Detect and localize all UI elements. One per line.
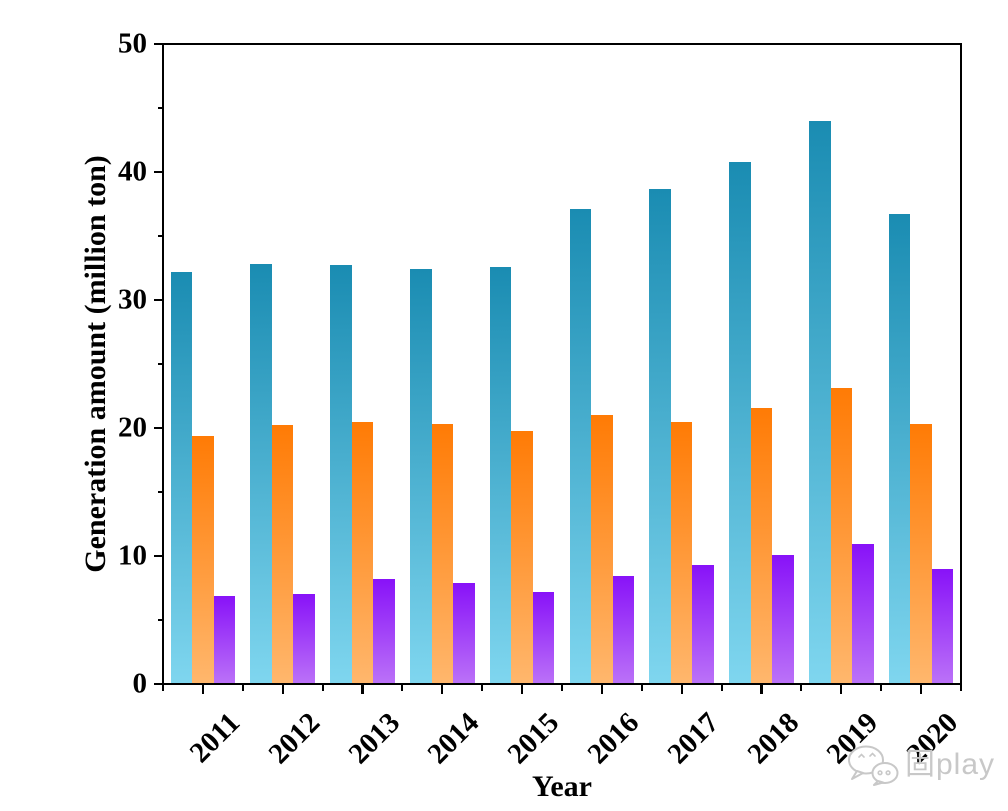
x-major-tick (920, 685, 923, 695)
x-major-tick (201, 685, 204, 695)
watermark: 固play (845, 744, 995, 786)
y-tick-label: 0 (132, 667, 148, 700)
x-major-tick (281, 685, 284, 695)
bar-teal-2014 (410, 269, 432, 684)
bar-teal-2012 (250, 264, 272, 684)
bar-purple-2016 (612, 576, 635, 684)
bar-purple-2013 (373, 579, 395, 684)
x-tick-label: 2017 (661, 706, 725, 771)
bar-orange-2019 (830, 388, 853, 684)
bar-teal-2020 (888, 214, 911, 684)
y-major-tick (154, 42, 163, 46)
x-minor-tick (481, 685, 484, 691)
x-minor-tick (800, 685, 803, 691)
y-tick-label: 20 (118, 411, 147, 444)
y-major-tick (154, 170, 163, 174)
x-minor-tick (241, 685, 244, 691)
bar-orange-2015 (511, 430, 533, 684)
bar-teal-2011 (170, 271, 193, 684)
y-tick-label: 50 (118, 27, 147, 60)
bar-purple-2020 (931, 568, 954, 684)
bar-teal-2017 (649, 188, 671, 684)
bar-teal-2019 (809, 120, 831, 684)
x-major-tick (680, 685, 683, 695)
x-tick-label: 2012 (262, 706, 326, 771)
x-minor-tick (640, 685, 643, 691)
x-minor-tick (880, 685, 883, 691)
bar-purple-2015 (532, 591, 555, 684)
bar-orange-2012 (271, 425, 294, 684)
x-major-tick (361, 685, 364, 695)
y-minor-tick (157, 362, 163, 366)
y-major-tick (154, 554, 163, 558)
x-minor-tick (321, 685, 324, 691)
y-major-tick (154, 298, 163, 302)
bar-orange-2018 (750, 407, 773, 684)
bar-orange-2016 (591, 415, 613, 684)
bar-purple-2012 (293, 594, 315, 684)
x-tick-label: 2016 (581, 706, 646, 771)
bar-orange-2014 (431, 424, 454, 684)
bar-teal-2016 (569, 209, 592, 684)
x-tick-label: 2013 (342, 706, 406, 771)
x-major-tick (840, 685, 843, 695)
wechat-icon (848, 745, 899, 786)
x-major-tick (521, 685, 524, 695)
x-minor-tick (560, 685, 564, 691)
bar-orange-2011 (192, 435, 214, 684)
bar-orange-2017 (670, 421, 693, 684)
x-minor-tick (401, 685, 404, 691)
x-minor-tick (720, 685, 723, 691)
y-major-tick (154, 426, 163, 430)
bar-purple-2017 (692, 564, 714, 684)
y-minor-tick (157, 106, 163, 110)
bar-orange-2020 (910, 424, 932, 684)
y-minor-tick (157, 618, 163, 622)
plot-border (161, 42, 963, 686)
watermark-text: 固play (905, 748, 996, 781)
x-axis-label: Year (532, 770, 592, 803)
y-minor-tick (157, 490, 163, 494)
x-minor-tick (959, 685, 963, 691)
bar-teal-2013 (330, 265, 352, 684)
y-tick-label: 40 (118, 155, 147, 188)
bar-purple-2018 (772, 554, 794, 684)
bar-purple-2019 (852, 544, 874, 684)
bar-purple-2011 (213, 595, 236, 684)
y-axis-label: Generation amount (million ton) (79, 155, 112, 573)
bar-orange-2013 (351, 421, 374, 684)
x-major-tick (760, 685, 763, 695)
x-tick-label: 2015 (501, 706, 566, 771)
x-minor-tick (161, 685, 165, 691)
y-major-tick (154, 682, 163, 686)
y-minor-tick (157, 234, 163, 238)
x-tick-label: 2011 (183, 706, 247, 770)
y-tick-label: 10 (118, 539, 147, 572)
x-tick-label: 2018 (741, 706, 805, 771)
x-major-tick (441, 685, 444, 695)
bar-purple-2014 (453, 582, 475, 684)
x-tick-label: 2014 (421, 706, 486, 771)
bar-teal-2018 (729, 161, 751, 684)
x-major-tick (600, 685, 603, 695)
y-tick-label: 30 (118, 283, 147, 316)
bar-teal-2015 (489, 266, 512, 684)
